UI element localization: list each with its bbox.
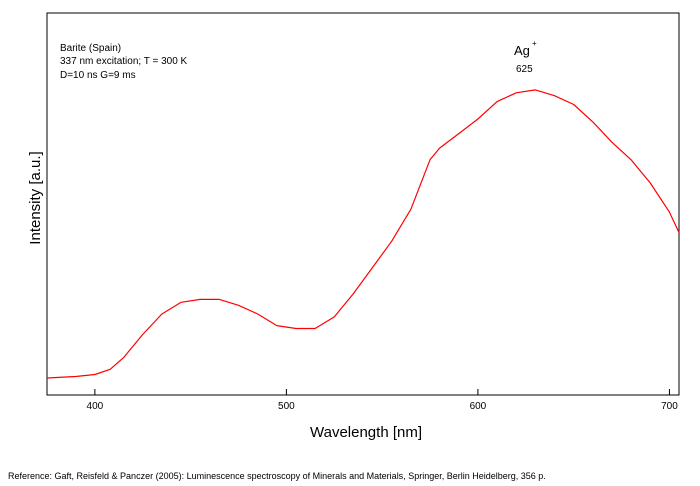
x-tick-label: 600: [470, 401, 487, 412]
reference-note: Reference: Gaft, Reisfeld & Panczer (200…: [8, 471, 546, 481]
x-tick-label: 400: [87, 401, 104, 412]
peak-wavelength-label: 625: [516, 64, 533, 75]
peak-ion-charge: +: [532, 39, 537, 48]
plot-frame: [46, 12, 680, 396]
peak-ion-label: Ag: [514, 43, 530, 58]
gate-label: D=10 ns G=9 ms: [60, 70, 136, 81]
x-axis-title: Wavelength [nm]: [310, 424, 422, 441]
spectrum-line: [46, 89, 680, 379]
x-tick-label: 700: [661, 401, 678, 412]
x-tick-label: 500: [278, 401, 295, 412]
excitation-label: 337 nm excitation; T = 300 K: [60, 56, 188, 67]
y-axis-title: Intensity [a.u.]: [27, 151, 44, 244]
sample-label: Barite (Spain): [60, 43, 121, 54]
x-axis-ticks: 400 500 600 700: [87, 389, 678, 412]
